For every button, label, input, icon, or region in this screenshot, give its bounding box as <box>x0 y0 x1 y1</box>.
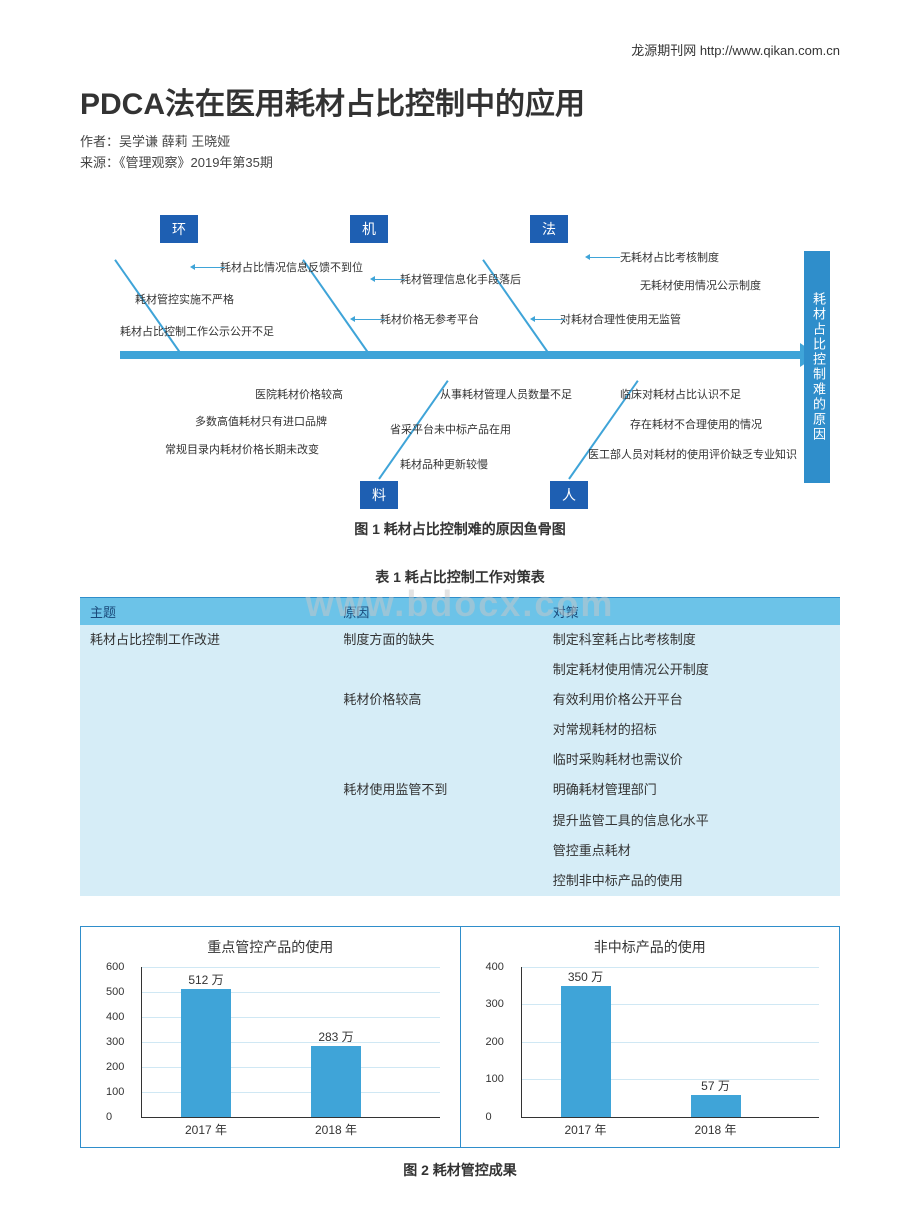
y-tick: 500 <box>106 986 124 998</box>
action-cell: 制定耗材使用情况公开制度 <box>543 655 840 685</box>
sub-label: 无耗材占比考核制度 <box>620 249 719 265</box>
cat-liao: 料 <box>360 481 398 509</box>
source-line: 来源：《管理观察》2019年第35期 <box>80 152 840 171</box>
charts-row: 重点管控产品的使用 0 100 200 300 400 500 600 512 万 2017 年… <box>80 926 840 1148</box>
cat-fa: 法 <box>530 215 568 243</box>
chart2-title: 非中标产品的使用 <box>481 937 820 957</box>
bar-value-label: 283 万 <box>318 1028 353 1045</box>
sub-label: 耗材品种更新较慢 <box>400 456 488 472</box>
fishbone-result: 耗材占比控制难的原因 <box>804 251 830 483</box>
page-title: PDCA法在医用耗材占比控制中的应用 <box>80 79 840 123</box>
sub-label: 医工部人员对耗材的使用评价缺乏专业知识 <box>588 446 797 462</box>
arrow-icon <box>375 279 405 280</box>
bar-value-label: 57 万 <box>701 1077 730 1094</box>
bar <box>311 1046 361 1117</box>
sub-label: 无耗材使用情况公示制度 <box>640 277 761 293</box>
sub-label: 存在耗材不合理使用的情况 <box>630 416 762 432</box>
col-topic: 主题 <box>80 598 333 626</box>
cat-huan: 环 <box>160 215 198 243</box>
sub-label: 常规目录内耗材价格长期未改变 <box>165 441 319 457</box>
sub-label: 耗材管理信息化手段落后 <box>400 271 521 287</box>
arrow-icon <box>535 319 565 320</box>
charts-caption: 图 2 耗材管控成果 <box>80 1160 840 1180</box>
x-tick: 2018 年 <box>315 1121 357 1138</box>
y-tick: 300 <box>106 1036 124 1048</box>
y-tick: 200 <box>106 1061 124 1073</box>
sub-label: 省采平台未中标产品在用 <box>390 421 511 437</box>
x-tick: 2017 年 <box>564 1121 606 1138</box>
cat-ji: 机 <box>350 215 388 243</box>
action-cell: 管控重点耗材 <box>543 836 840 866</box>
action-cell: 控制非中标产品的使用 <box>543 866 840 896</box>
chart1: 重点管控产品的使用 0 100 200 300 400 500 600 512 万 2017 年… <box>81 927 461 1147</box>
arrow-icon <box>195 267 225 268</box>
action-cell: 提升监管工具的信息化水平 <box>543 806 840 836</box>
bar-value-label: 512 万 <box>188 971 223 988</box>
col-cause: 原因 <box>333 598 542 626</box>
strategy-table: 主题 原因 对策 耗材占比控制工作改进制度方面的缺失制定科室耗占比考核制度制定耗… <box>80 597 840 896</box>
y-tick: 400 <box>106 1011 124 1023</box>
table-caption: 表 1 耗占比控制工作对策表 <box>80 567 840 587</box>
arrow-icon <box>355 319 385 320</box>
action-cell: 有效利用价格公开平台 <box>543 685 840 715</box>
action-cell: 明确耗材管理部门 <box>543 775 840 805</box>
y-tick: 0 <box>486 1111 492 1123</box>
bar <box>691 1095 741 1116</box>
action-cell: 临时采购耗材也需议价 <box>543 745 840 775</box>
authors-line: 作者：吴学谦 薛莉 王晓娅 <box>80 131 840 150</box>
y-tick: 300 <box>486 998 504 1010</box>
sub-label: 多数高值耗材只有进口品牌 <box>195 413 327 429</box>
y-tick: 200 <box>486 1036 504 1048</box>
sub-label: 耗材占比情况信息反馈不到位 <box>220 259 363 275</box>
col-action: 对策 <box>543 598 840 626</box>
sub-label: 临床对耗材占比认识不足 <box>620 386 741 402</box>
fishbone-spine <box>120 351 800 359</box>
y-tick: 400 <box>486 961 504 973</box>
cause-cell: 耗材价格较高 <box>333 685 542 775</box>
fishbone-diagram: 耗材占比控制难的原因 环 机 法 料 人 耗材占比情况信息反馈不到位 耗材管控实… <box>80 201 840 557</box>
x-tick: 2018 年 <box>694 1121 736 1138</box>
arrow-icon <box>590 257 620 258</box>
action-cell: 制定科室耗占比考核制度 <box>543 625 840 655</box>
sub-label: 医院耗材价格较高 <box>255 386 343 402</box>
action-cell: 对常规耗材的招标 <box>543 715 840 745</box>
chart1-title: 重点管控产品的使用 <box>101 937 440 957</box>
sub-label: 耗材占比控制工作公示公开不足 <box>120 323 274 339</box>
y-tick: 100 <box>486 1073 504 1085</box>
fishbone-caption: 图 1 耗材占比控制难的原因鱼骨图 <box>90 519 830 539</box>
cat-ren: 人 <box>550 481 588 509</box>
x-tick: 2017 年 <box>185 1121 227 1138</box>
sub-label: 耗材价格无参考平台 <box>380 311 479 327</box>
cause-cell: 耗材使用监管不到 <box>333 775 542 895</box>
y-tick: 600 <box>106 961 124 973</box>
topic-cell: 耗材占比控制工作改进 <box>80 625 333 896</box>
source-link: 龙源期刊网 http://www.qikan.com.cn <box>80 40 840 59</box>
sub-label: 从事耗材管理人员数量不足 <box>440 386 572 402</box>
bar <box>561 986 611 1117</box>
y-tick: 100 <box>106 1086 124 1098</box>
sub-label: 耗材管控实施不严格 <box>135 291 234 307</box>
cause-cell: 制度方面的缺失 <box>333 625 542 685</box>
chart2: 非中标产品的使用 0 100 200 300 400 350 万 2017 年 57 万 201… <box>461 927 840 1147</box>
sub-label: 对耗材合理性使用无监管 <box>560 311 681 327</box>
bar-value-label: 350 万 <box>568 968 603 985</box>
y-tick: 0 <box>106 1111 112 1123</box>
bar <box>181 989 231 1117</box>
strategy-table-block: www.bdocx.com 主题 原因 对策 耗材占比控制工作改进制度方面的缺失… <box>80 597 840 896</box>
